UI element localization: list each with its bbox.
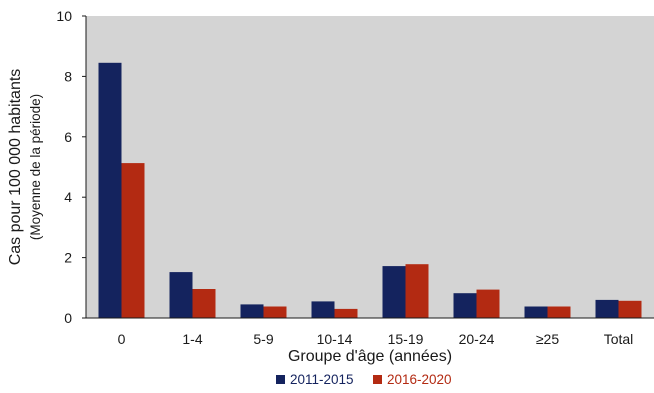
x-tick-label: 0 bbox=[118, 331, 126, 347]
y-ticks: 0 2 4 6 8 10 bbox=[56, 8, 86, 326]
bar-2016-2020-1-4 bbox=[192, 289, 216, 318]
x-tick-label: ≥25 bbox=[536, 331, 559, 347]
x-tick-label: 15-19 bbox=[388, 331, 424, 347]
x-tick-label: 10-14 bbox=[317, 331, 353, 347]
bar-2016-2020-0 bbox=[121, 163, 145, 318]
y-tick-label: 8 bbox=[64, 68, 72, 84]
bar-2011-2015-15-19 bbox=[382, 266, 406, 318]
bar-2016-2020-10-14 bbox=[334, 308, 358, 318]
x-ticks: 0 1-4 5-9 10-14 15-19 20-24 ≥25 Total bbox=[118, 331, 634, 347]
y-tick-label: 4 bbox=[64, 189, 72, 205]
bars-layer bbox=[98, 62, 642, 318]
legend-swatch-2011-2015 bbox=[276, 375, 285, 384]
x-tick-label: 20-24 bbox=[459, 331, 495, 347]
legend-label-2016-2020: 2016-2020 bbox=[387, 372, 452, 387]
y-tick-label: 6 bbox=[64, 129, 72, 145]
bar-2016-2020-5-9 bbox=[263, 306, 287, 318]
y-tick-label: 2 bbox=[64, 250, 72, 266]
bar-2016-2020-20-24 bbox=[476, 289, 500, 318]
bar-2011-2015-Total bbox=[595, 299, 619, 318]
x-tick-label: 1-4 bbox=[182, 331, 202, 347]
y-tick-label: 0 bbox=[64, 310, 72, 326]
bar-2016-2020-15-19 bbox=[405, 264, 429, 318]
x-tick-label: 5-9 bbox=[253, 331, 273, 347]
y-tick-label: 10 bbox=[56, 8, 72, 24]
bar-2011-2015-1-4 bbox=[169, 272, 193, 318]
legend-swatch-2016-2020 bbox=[373, 375, 382, 384]
bar-2016-2020-≥25 bbox=[547, 306, 571, 318]
bar-2011-2015-10-14 bbox=[311, 301, 335, 318]
bar-2011-2015-≥25 bbox=[524, 306, 548, 318]
bar-2011-2015-5-9 bbox=[240, 304, 264, 318]
plot-area bbox=[86, 16, 654, 318]
x-axis-title: Groupe d'âge (années) bbox=[288, 348, 452, 365]
y-axis-title: Cas pour 100 000 habitants bbox=[7, 69, 24, 266]
bar-2011-2015-20-24 bbox=[453, 293, 477, 318]
bar-2016-2020-Total bbox=[618, 300, 642, 318]
y-axis-subtitle: (Moyenne de la période) bbox=[28, 94, 43, 240]
x-tick-label: Total bbox=[604, 331, 634, 347]
legend: 2011-2015 2016-2020 bbox=[276, 372, 452, 387]
bar-2011-2015-0 bbox=[98, 62, 122, 318]
legend-label-2011-2015: 2011-2015 bbox=[290, 372, 354, 387]
